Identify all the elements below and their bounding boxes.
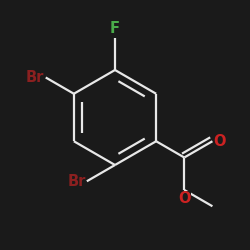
Text: O: O	[214, 134, 226, 149]
Text: Br: Br	[26, 70, 44, 85]
Text: O: O	[178, 191, 190, 206]
Text: Br: Br	[67, 174, 86, 189]
Text: F: F	[110, 21, 120, 36]
